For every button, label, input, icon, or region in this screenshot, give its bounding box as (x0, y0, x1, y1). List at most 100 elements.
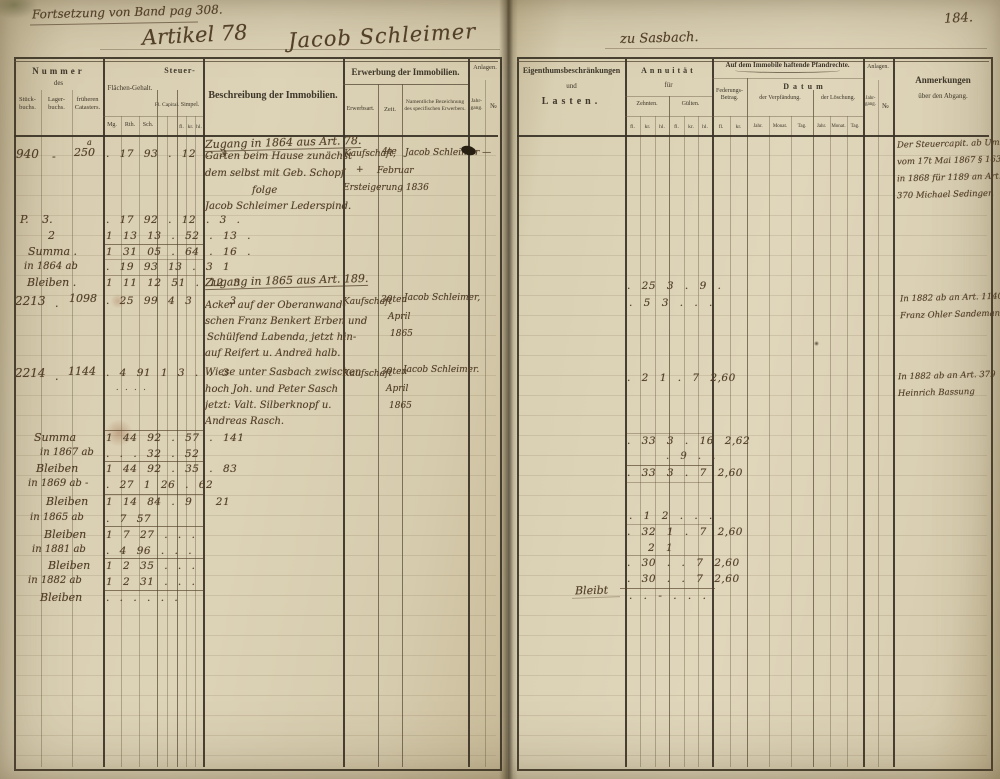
article-label: Artikel 78 (141, 20, 249, 50)
row1-desc-1: Garten beim Hause zunächst (205, 151, 353, 162)
header-flaechengehalt: Flächen-Gehalt. (107, 84, 153, 92)
column-rule (640, 116, 641, 767)
header-des: des (53, 79, 64, 87)
header-anlagen-right: Anlagen. (867, 64, 889, 70)
column-rule (730, 116, 731, 767)
row1-desc-2: dem selbst mit Geb. Schopf (205, 168, 345, 179)
header-datum: Datum (783, 82, 827, 91)
sum-line (625, 465, 712, 466)
row2214-desc-2: hoch Joh. und Peter Sasch (205, 384, 339, 395)
row2213-erwerbsart: Kaufschaft (343, 297, 392, 307)
row2214-amounts: . 4 91 1 3 . . 3 (106, 367, 230, 379)
header-annuitaet: Annuität (641, 66, 696, 75)
column-rule (343, 59, 345, 767)
unit-g-hl: hl. (702, 124, 708, 130)
row2214-zeit-1: 30ten (381, 367, 408, 377)
header-bottom-rule (14, 135, 498, 137)
summary-amounts: 1 14 84 . 9 . 21 (106, 496, 231, 508)
summary-label: in 1869 ab - (28, 478, 89, 489)
header-jahrgang-left: Jahr-gang. (470, 98, 483, 111)
annuity-row: . 33 3 . 7 2,60 (627, 467, 743, 479)
row1-erwerbsart-1: Kaufschaft, (344, 149, 396, 159)
sum-line (103, 558, 203, 559)
summary-label: Bleiben (36, 462, 79, 475)
row2214-desc-3: jetzt: Valt. Silberknopf u. (205, 400, 332, 411)
summary-label: Bleiben (46, 495, 89, 508)
annuity-row: 2 1 (648, 542, 674, 554)
column-rule (813, 90, 814, 767)
header-beschreibung: Beschreibung der Immobilien. (208, 90, 338, 101)
header-zeit: Zeit. (383, 106, 397, 113)
sum-line (103, 430, 203, 431)
unit-kr: kr. (187, 124, 194, 130)
column-rule (769, 116, 770, 767)
header-fl-capital: Fl. Capital. (154, 102, 180, 108)
sum-line (103, 494, 203, 495)
summary-amounts: . 7 57 (106, 513, 152, 525)
summary-amounts: . 4 96 . . . (106, 545, 193, 557)
column-rule (878, 80, 879, 767)
column-rule (103, 59, 105, 767)
header-jahrgang-right: Jahr-gang. (865, 96, 876, 107)
rule-line (103, 116, 203, 117)
annuity-row: . 25 3 . 9 . (627, 280, 722, 292)
place-note: zu Sasbach. (619, 29, 699, 48)
row2214-lagerbuchs: . (55, 370, 59, 383)
header-erwerbung: Erwerbung der Immobilien. (351, 67, 460, 77)
unit-lm: Monat. (831, 124, 846, 129)
sum-line (103, 259, 203, 260)
row2213-desc-3: Schülfend Labenda, jetzt hin- (207, 332, 357, 343)
header-verpfaendung: der Verpfändung. (759, 95, 801, 101)
sum-line (625, 433, 712, 434)
sum-line (103, 526, 203, 527)
summary-amounts: 1 7 27 . . . (106, 529, 196, 541)
row1-amounts: . 17 93 . 12 . 3 . (106, 148, 241, 160)
sum-line (625, 555, 712, 556)
sum-line (103, 590, 203, 591)
row2213-erwerber: Jacob Schleimer, (404, 293, 481, 303)
summary-amounts: 1 2 31 . . . (106, 576, 196, 588)
mid-row-amounts: . 19 93 13 . 3 1 (106, 261, 231, 273)
summary-label: in 1865 ab (30, 512, 84, 523)
unit-g-fl: fl. (674, 124, 679, 130)
header-simpel: Simpel. (180, 102, 200, 108)
note-1864-line4: 370 Michael Sedinger. (896, 188, 995, 202)
row2214-desc-4: Andreas Rasch. (205, 416, 285, 427)
sum-line (625, 524, 712, 525)
column-rule (712, 59, 714, 767)
row1-lagerbuchs: - (52, 150, 56, 163)
summary-label: Summa (34, 431, 77, 444)
unit-fl: fl. (179, 124, 184, 130)
mid-row-amounts: 1 31 05 . 64 . 16 . (106, 246, 252, 258)
summary-amounts: . . . 32 . 52 (106, 448, 200, 460)
column-rule (157, 90, 158, 767)
mid-row-label: 2 (48, 229, 55, 242)
row2214-erwerber: Jacob Schleimer. (403, 365, 480, 375)
row2213-zeit-3: 1865 (390, 329, 413, 339)
annuity-row: . . - . . . (629, 590, 707, 602)
column-rule (747, 78, 748, 767)
summary-label: in 1882 ab (28, 575, 82, 586)
column-rule (655, 116, 656, 767)
header-zehnten: Zehnten. (636, 101, 658, 107)
mid-row-amounts: . 17 92 . 12 . 3 . (106, 214, 241, 226)
header-federungsbetrag: Federungs-Betrag. (716, 88, 743, 102)
header-anmerkungen-2: über den Abgang. (918, 92, 968, 100)
row1-erwerbsart-3: Ersteigerung 1836 (343, 183, 429, 193)
mid-row-label: in 1864 ab (24, 261, 78, 272)
right-table-frame (517, 57, 993, 771)
column-rule (625, 59, 627, 767)
row2213-desc-4: auf Reifert u. Andreä halb. (205, 348, 341, 359)
header-pfandrechte: Auf dem Immobile haftende Pfandrechte. (725, 61, 850, 69)
unit-lj: Jahr. (816, 124, 827, 129)
column-rule (177, 90, 178, 767)
summary-label: Bleiben (48, 559, 91, 572)
annuity-row: . 32 1 . 7 2,60 (627, 526, 743, 538)
header-bottom-rule (517, 135, 989, 137)
column-rule (72, 90, 73, 767)
column-rule (669, 96, 670, 767)
header-anlagen-left: Anlagen. (473, 64, 497, 71)
summary-label: in 1881 ab (32, 544, 86, 555)
header-fuer: für (664, 81, 673, 89)
column-rule (847, 116, 848, 767)
